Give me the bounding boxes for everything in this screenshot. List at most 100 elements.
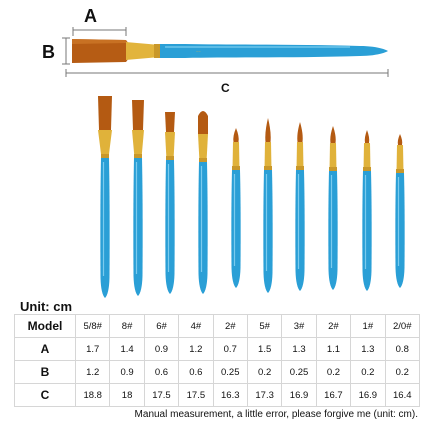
- paint-brush: [198, 111, 208, 294]
- table-cell: 0.8: [384, 337, 421, 361]
- bristles: [198, 111, 208, 134]
- table-cell: 8#: [109, 314, 145, 338]
- table-cell: 1.2: [178, 337, 214, 361]
- ferrule-crimp: [329, 167, 337, 172]
- bristles: [132, 100, 144, 130]
- ferrule: [396, 145, 404, 173]
- paint-brush: [362, 130, 372, 291]
- table-cell: 0.9: [143, 337, 180, 361]
- bristles: [98, 96, 112, 130]
- bristles: [233, 128, 239, 142]
- table-cell: 0.2: [350, 360, 386, 384]
- paint-brush: [165, 112, 175, 294]
- table-cell: 0.2: [315, 360, 352, 384]
- table-cell: 16.3: [212, 383, 248, 407]
- ferrule-crimp: [134, 154, 142, 159]
- handle: [198, 162, 208, 294]
- table-cell: 0.2: [384, 360, 421, 384]
- table-cell: 0.2: [246, 360, 283, 384]
- table-row: A 1.7 1.4 0.9 1.2 0.7 1.5 1.3 1.1 1.3 0.8: [14, 337, 421, 361]
- table-row: C 18.8 18 17.5 17.5 16.3 17.3 16.9 16.7 16.9 16.4: [14, 383, 421, 407]
- ferrule: [363, 143, 371, 171]
- table-cell: 1.2: [74, 360, 111, 384]
- paint-brush: [263, 118, 273, 293]
- ferrule-crimp: [396, 169, 404, 174]
- label-a: A: [84, 6, 97, 26]
- paint-brush: [98, 96, 112, 298]
- spec-table: Model 5/8# 8# 6# 4# 2# 5# 3# 2# 1# 2/0# A 1.7 1.4 0.9 1…: [14, 314, 421, 407]
- handle: [133, 158, 143, 296]
- table-row: B 1.2 0.9 0.6 0.6 0.25 0.2 0.25 0.2 0.2 0.2: [14, 360, 421, 384]
- label-b: B: [42, 42, 55, 62]
- paint-brush: [231, 128, 241, 288]
- bristles: [364, 130, 370, 143]
- handle: [165, 160, 175, 294]
- table-cell: 16.9: [281, 383, 317, 407]
- handle: [100, 158, 110, 298]
- table-cell: 5/8#: [74, 314, 111, 338]
- label-c: C: [221, 81, 230, 95]
- ferrule: [98, 130, 112, 158]
- handle: [395, 173, 405, 288]
- table-cell: 1.3: [281, 337, 317, 361]
- ferrule: [296, 142, 304, 170]
- ferrule-crimp: [232, 166, 240, 171]
- table-cell: 16.7: [315, 383, 352, 407]
- bristles: [265, 118, 271, 142]
- table-cell: 1.5: [246, 337, 283, 361]
- ferrule-crimp: [166, 156, 174, 161]
- ferrule-crimp: [296, 166, 304, 171]
- bristles: [330, 126, 336, 143]
- table-cell: 17.5: [178, 383, 214, 407]
- table-cell: 1.3: [350, 337, 386, 361]
- footnote: Manual measurement, a little error, plea…: [134, 409, 418, 420]
- table-cell: 2/0#: [384, 314, 421, 338]
- table-cell: 1#: [350, 314, 386, 338]
- table-cell: 1.1: [315, 337, 352, 361]
- paint-brush: [328, 126, 338, 290]
- row-label: C: [14, 383, 76, 407]
- table-cell: 5#: [246, 314, 283, 338]
- table-cell: 3#: [281, 314, 317, 338]
- table-cell: 16.9: [350, 383, 386, 407]
- brush-set-illustration: [98, 96, 405, 298]
- table-cell: 0.25: [281, 360, 317, 384]
- ferrule: [264, 142, 272, 170]
- table-cell: 18.8: [74, 383, 111, 407]
- handle: [362, 171, 372, 291]
- ferrule-crimp: [264, 166, 272, 171]
- table-cell: 0.6: [178, 360, 214, 384]
- ferrule: [165, 132, 175, 160]
- table-cell: 2#: [212, 314, 248, 338]
- table-cell: 1.7: [74, 337, 111, 361]
- table-cell: 16.4: [384, 383, 421, 407]
- paint-brush: [132, 100, 144, 296]
- table-cell: 1.4: [109, 337, 145, 361]
- ferrule-crimp: [363, 167, 371, 172]
- table-cell: 0.7: [212, 337, 248, 361]
- row-label: B: [14, 360, 76, 384]
- row-label: Model: [14, 314, 76, 338]
- table-cell: 18: [109, 383, 145, 407]
- table-cell: 17.5: [143, 383, 180, 407]
- handle: [263, 170, 273, 293]
- paint-brush: [295, 122, 305, 291]
- ferrule: [132, 130, 144, 158]
- table-cell: 17.3: [246, 383, 283, 407]
- handle: [295, 170, 305, 291]
- ferrule-crimp: [199, 158, 207, 163]
- ferrule: [329, 143, 337, 171]
- table-cell: 0.9: [109, 360, 145, 384]
- ferrule: [198, 134, 208, 162]
- table-header-row: Model 5/8# 8# 6# 4# 2# 5# 3# 2# 1# 2/0#: [14, 314, 421, 338]
- ferrule-crimp: [101, 154, 109, 159]
- dimension-diagram: ~~: [62, 27, 389, 77]
- paint-brush: [395, 134, 405, 288]
- handle: [231, 170, 241, 288]
- ferrule: [232, 142, 240, 170]
- bristles: [397, 134, 403, 145]
- bristles: [165, 112, 175, 132]
- table-cell: 0.6: [143, 360, 180, 384]
- unit-label: Unit: cm: [20, 299, 72, 314]
- svg-text:~~: ~~: [196, 49, 201, 54]
